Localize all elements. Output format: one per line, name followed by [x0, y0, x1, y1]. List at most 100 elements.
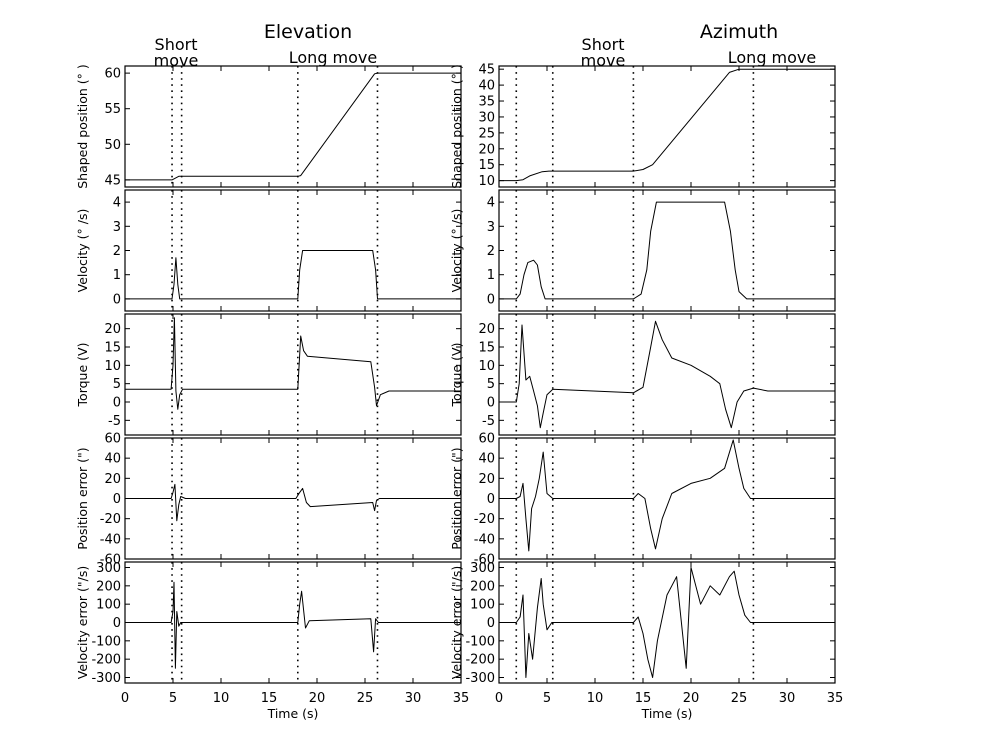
y-tick-label: -5 — [482, 414, 495, 429]
y-tick-label: 0 — [113, 616, 121, 631]
y-tick-label: 100 — [96, 598, 121, 613]
series-line — [499, 320, 835, 429]
y-tick-label: 20 — [478, 322, 495, 337]
y-tick-label: -40 — [474, 532, 495, 547]
y-tick-label: 100 — [470, 598, 495, 613]
x-tick-label: 30 — [405, 691, 422, 706]
series-line — [499, 68, 835, 182]
short-move-label: move — [581, 51, 626, 70]
series-line — [125, 317, 461, 410]
y-tick-label: 3 — [487, 220, 495, 235]
y-tick-label: 4 — [113, 196, 121, 211]
y-axis-label: Shaped position (° ) — [75, 64, 90, 189]
x-tick-label: 5 — [169, 691, 177, 706]
y-tick-label: 4 — [487, 196, 495, 211]
x-tick-label: 20 — [683, 691, 700, 706]
short-move-label: Short — [582, 35, 625, 54]
series-line — [125, 72, 461, 181]
y-tick-label: -300 — [91, 671, 121, 686]
y-tick-label: 60 — [104, 67, 121, 82]
plot-frame — [498, 313, 836, 436]
y-axis-label: Velocity (° /s) — [75, 209, 90, 293]
y-tick-label: 40 — [478, 452, 495, 467]
y-tick-label: 2 — [487, 244, 495, 259]
plot-frame — [124, 189, 462, 312]
series-line — [125, 250, 461, 300]
series-line — [499, 201, 835, 300]
panel: 0 1 2 3 4 Velocity (° /s) — [75, 189, 462, 312]
x-tick-label: 10 — [213, 691, 230, 706]
y-tick-label: 300 — [96, 561, 121, 576]
y-axis-label: Position error (") — [449, 447, 464, 549]
y-tick-label: 0 — [487, 492, 495, 507]
y-tick-label: 40 — [478, 79, 495, 94]
series-line — [499, 567, 835, 678]
y-tick-label: -40 — [100, 532, 121, 547]
y-tick-label: 30 — [478, 110, 495, 125]
y-tick-label: -200 — [91, 653, 121, 668]
x-tick-label: 25 — [357, 691, 374, 706]
y-tick-label: 20 — [104, 322, 121, 337]
plot-frame — [498, 65, 836, 188]
y-tick-label: 200 — [470, 579, 495, 594]
y-tick-label: 20 — [478, 142, 495, 157]
y-tick-label: 200 — [96, 579, 121, 594]
y-tick-label: 15 — [478, 341, 495, 356]
y-tick-label: -60 — [474, 553, 495, 568]
plot-frame — [124, 313, 462, 436]
y-tick-label: 35 — [478, 95, 495, 110]
y-tick-label: 15 — [478, 158, 495, 173]
panel: -300 -200 -100 0 100 200 300 Velocity error ("/… — [449, 561, 836, 686]
x-tick-label: 35 — [827, 691, 844, 706]
y-tick-label: 45 — [104, 173, 121, 188]
y-tick-label: -200 — [465, 653, 495, 668]
y-tick-label: 0 — [113, 492, 121, 507]
y-tick-label: 10 — [478, 174, 495, 189]
y-tick-label: 20 — [104, 472, 121, 487]
y-tick-label: -5 — [108, 414, 121, 429]
x-tick-label: 5 — [543, 691, 551, 706]
y-tick-label: -300 — [465, 671, 495, 686]
long-move-label: Long move — [728, 48, 817, 67]
x-tick-label: 25 — [731, 691, 748, 706]
y-axis-label: Torque (V) — [75, 343, 90, 408]
series-line — [125, 483, 461, 522]
x-tick-label: 30 — [779, 691, 796, 706]
y-tick-label: 50 — [104, 138, 121, 153]
panel: 0 1 2 3 4 Velocity (° /s) — [449, 189, 836, 312]
x-tick-label: 35 — [453, 691, 470, 706]
y-tick-label: -20 — [100, 512, 121, 527]
plot-frame — [498, 189, 836, 312]
y-tick-label: 300 — [470, 561, 495, 576]
y-tick-label: 0 — [113, 292, 121, 307]
x-tick-label: 15 — [261, 691, 278, 706]
y-axis-label: Velocity error ("/s) — [449, 566, 464, 679]
y-tick-label: 60 — [478, 432, 495, 447]
y-tick-label: -60 — [100, 553, 121, 568]
short-move-label: Short — [155, 35, 198, 54]
panel: -5 0 5 10 15 20 Torque (V) — [449, 313, 836, 436]
chart-title: Elevation — [264, 21, 352, 43]
series-line — [499, 439, 835, 552]
y-tick-label: 5 — [487, 377, 495, 392]
y-tick-label: 1 — [113, 268, 121, 283]
plot-frame — [124, 65, 462, 188]
y-tick-label: 60 — [104, 432, 121, 447]
panel: -60 -40 -20 0 20 40 60 Position error (") — [449, 432, 836, 568]
y-tick-label: 3 — [113, 220, 121, 235]
y-tick-label: 5 — [113, 377, 121, 392]
y-tick-label: 20 — [478, 472, 495, 487]
x-tick-label: 10 — [587, 691, 604, 706]
x-tick-label: 20 — [309, 691, 326, 706]
y-tick-label: -100 — [91, 634, 121, 649]
y-tick-label: 15 — [104, 341, 121, 356]
y-tick-label: 0 — [487, 396, 495, 411]
chart-title: Azimuth — [700, 21, 778, 43]
y-tick-label: 2 — [113, 244, 121, 259]
x-tick-label: 0 — [495, 691, 503, 706]
y-axis-label: Shaped position (° ) — [449, 64, 464, 189]
panel: 45 50 55 60 Shaped position (° ) — [75, 64, 462, 189]
y-axis-label: Torque (V) — [449, 343, 464, 408]
